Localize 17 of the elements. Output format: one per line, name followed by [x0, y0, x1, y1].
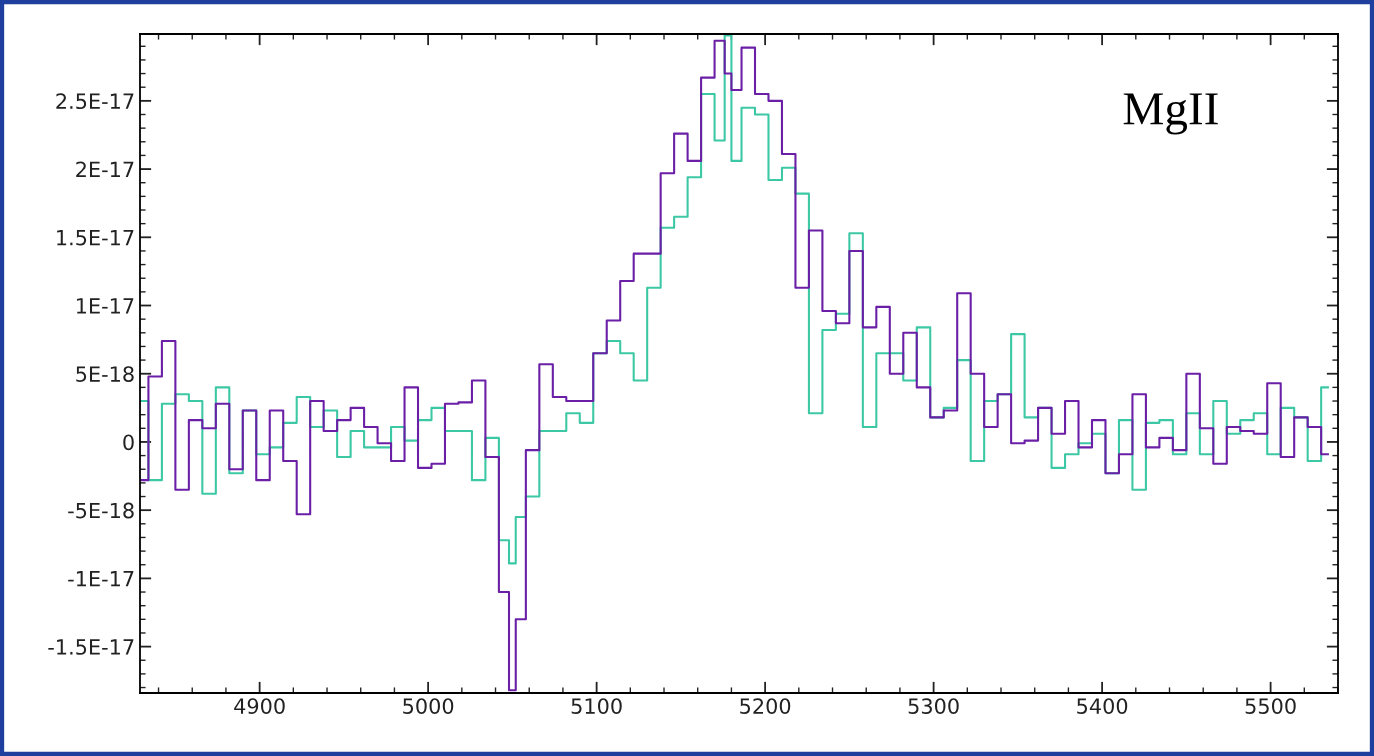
- x-tick-label: 5100: [571, 698, 622, 714]
- y-tick-label: 5E-18: [76, 366, 134, 382]
- annotation: MgII: [1123, 93, 1218, 135]
- y-tick-label: -5E-18: [68, 502, 134, 519]
- y-tick-label: 1.5E-17: [57, 230, 134, 246]
- y-tick-label: 2E-17: [76, 161, 134, 177]
- y-tick-label: 1E-17: [76, 298, 134, 314]
- x-tick-label: 5400: [1077, 698, 1128, 714]
- x-tick-label: 5000: [403, 698, 454, 714]
- x-tick-label: 4900: [234, 698, 285, 714]
- x-tick-label: 5200: [740, 698, 791, 714]
- y-tick-label: -1.5E-17: [48, 639, 134, 655]
- y-tick-label: 2.5E-17: [56, 93, 134, 110]
- x-tick-label: 5300: [908, 698, 959, 714]
- y-tick-label: 0: [123, 434, 134, 451]
- y-tick-label: -1E-17: [68, 571, 134, 587]
- x-tick-label: 5500: [1245, 698, 1296, 714]
